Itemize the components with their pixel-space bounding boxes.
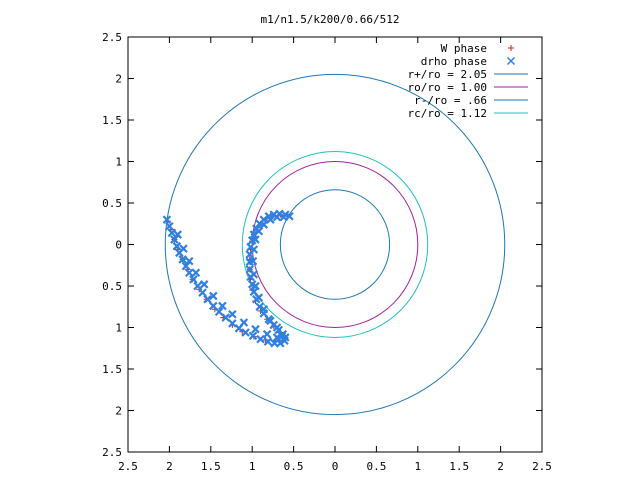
y-tick-label-7: 1 — [115, 156, 122, 169]
series-1-point-3 — [170, 235, 179, 244]
series-1-point-9 — [189, 275, 198, 284]
series-1-point-51 — [179, 244, 188, 253]
series-1-point-12 — [203, 295, 212, 304]
circle-3 — [241, 151, 429, 338]
chart-title: m1/n1.5/k200/0.66/512 — [260, 13, 399, 26]
x-tick-label-2: 1.5 — [201, 460, 221, 473]
x-tick-label-0: 2.5 — [118, 460, 138, 473]
series-1-point-20 — [256, 334, 265, 344]
ticks-layer: 2.5 2 1.5 1 0.5 0 0.5 1 1.5 2 2.52.521.510.500.511… — [102, 31, 552, 473]
y-tick-label-8: 1.5 — [102, 114, 122, 127]
series-1-point-59 — [251, 324, 260, 334]
series-1-point-0 — [162, 215, 172, 224]
series-1-point-70 — [249, 245, 259, 254]
legend-label-3: ro/ro = 1.00 — [408, 81, 487, 94]
x-tick-label-8: 1.5 — [449, 460, 469, 473]
legend-entry-3: ro/ro = 1.00 — [408, 81, 528, 94]
series-1-point-50 — [173, 230, 182, 239]
legend-entry-5: rc/ro = 1.12 — [408, 107, 528, 120]
series-1-point-65 — [259, 304, 269, 314]
series-1-point-4 — [172, 241, 182, 251]
y-tick-label-9: 2 — [115, 73, 122, 86]
series-1-point-21 — [263, 337, 273, 346]
circles-layer — [164, 73, 506, 416]
series-1-point-74 — [266, 215, 275, 224]
series-1-point-62 — [277, 331, 287, 341]
series-1-point-57 — [228, 309, 237, 319]
series-1-point-76 — [279, 212, 288, 222]
x-tick-label-5: 0 — [332, 460, 339, 473]
y-tick-label-3: 1 — [115, 322, 122, 335]
series-1-point-54 — [199, 280, 209, 289]
series-1-point-73 — [259, 220, 269, 229]
series-1-point-69 — [248, 256, 258, 266]
x-tick-label-10: 2.5 — [532, 460, 552, 473]
legend-label-1: drho phase — [421, 55, 487, 68]
x-tick-label-4: 0.5 — [284, 460, 304, 473]
x-tick-label-9: 2 — [497, 460, 504, 473]
series-1-point-67 — [251, 281, 260, 291]
legend-label-2: r+/ro = 2.05 — [408, 68, 487, 81]
legend-entry-4: r-/ro = .66 — [414, 94, 528, 107]
circle-1 — [251, 161, 419, 328]
series-1-point-15 — [221, 313, 230, 322]
legend-entry-0: W phase — [441, 42, 514, 55]
series-1-point-14 — [214, 307, 224, 317]
legend-label-4: r-/ro = .66 — [414, 94, 487, 107]
series-1-point-68 — [249, 270, 259, 279]
series-1-point-10 — [193, 281, 202, 291]
y-tick-label-1: 2 — [115, 405, 122, 418]
circle-2 — [279, 189, 391, 300]
series-1-point-8 — [184, 268, 194, 277]
series-1-point-2 — [167, 228, 177, 238]
y-tick-label-0: 2.5 — [102, 446, 122, 459]
y-tick-label-4: 0.5 — [102, 280, 122, 293]
legend-label-5: rc/ro = 1.12 — [408, 107, 487, 120]
circle-0 — [164, 73, 506, 416]
series-1-point-11 — [198, 288, 207, 297]
series-1-point-60 — [262, 329, 272, 339]
series-1-point-52 — [184, 256, 194, 266]
series-1-point-64 — [266, 316, 275, 326]
series-1-point-7 — [181, 261, 191, 271]
legend-entry-1: drho phase — [421, 55, 516, 68]
y-tick-label-2: 1.5 — [102, 363, 122, 376]
x-tick-label-6: 0.5 — [366, 460, 386, 473]
series-1-point-75 — [272, 212, 282, 222]
y-tick-label-5: 0 — [115, 239, 122, 252]
series-1-point-58 — [239, 318, 249, 327]
x-tick-label-7: 1 — [414, 460, 421, 473]
series-1-point-63 — [272, 323, 282, 332]
series-1-point-71 — [251, 235, 260, 244]
x-tick-label-3: 1 — [249, 460, 256, 473]
series-1-point-56 — [218, 301, 227, 311]
series-1-point-31 — [255, 302, 264, 312]
y-tick-label-10: 2.5 — [102, 31, 122, 44]
legend-label-0: W phase — [441, 42, 487, 55]
y-tick-label-6: 0.5 — [102, 197, 122, 210]
series-1-point-72 — [254, 226, 264, 236]
series-1-point-18 — [241, 328, 250, 337]
legend-entry-2: r+/ro = 2.05 — [408, 68, 528, 81]
series-1-point-53 — [191, 268, 201, 277]
series-1-point-66 — [254, 293, 264, 302]
series-1-point-16 — [228, 319, 237, 328]
series-1-point-19 — [248, 331, 258, 341]
series-1-point-1 — [165, 221, 174, 231]
series-1-point-55 — [209, 291, 218, 301]
points-layer — [162, 209, 294, 348]
x-tick-label-1: 2 — [166, 460, 173, 473]
series-1-point-6 — [178, 255, 187, 264]
